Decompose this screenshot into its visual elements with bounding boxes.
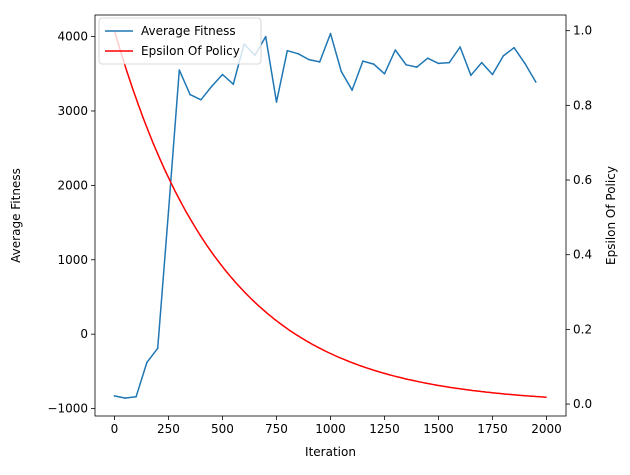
plot-area	[113, 30, 547, 399]
data-point	[189, 93, 191, 96]
y2-tick-label: 0.6	[573, 173, 592, 187]
data-point	[232, 83, 235, 85]
legend-label: Average Fitness	[141, 24, 236, 38]
data-point	[383, 73, 386, 75]
x-tick-label: 250	[157, 422, 180, 436]
data-point	[329, 32, 332, 35]
series-line-average-fitness	[114, 32, 537, 399]
data-point	[221, 73, 224, 76]
y-tick-label: 4000	[57, 30, 88, 44]
x-tick-label: 0	[111, 422, 119, 436]
y2-tick-label: 0.0	[573, 397, 592, 411]
y2-tick-label: 0.4	[573, 248, 592, 262]
y-tick-label: 1000	[57, 253, 88, 267]
data-point	[513, 46, 515, 49]
data-point	[448, 61, 451, 64]
plot-frame	[94, 14, 567, 417]
data-point	[318, 61, 321, 63]
data-point	[426, 57, 429, 59]
data-point	[297, 52, 299, 55]
axes: 0 250 500 750 1000 1250 1500 1750 2000 −1000 0 1000…	[47, 14, 592, 436]
data-point	[524, 62, 526, 65]
y-tick-label: 3000	[57, 104, 88, 118]
data-point	[394, 49, 397, 51]
data-point	[362, 60, 364, 62]
data-point	[502, 55, 505, 57]
data-point	[167, 210, 170, 213]
x-axis-label: Iteration	[305, 445, 356, 459]
data-point	[416, 66, 418, 68]
data-point	[340, 70, 343, 73]
y-tick-label: 0	[80, 327, 88, 341]
y2-axis-label: Epsilon Of Policy	[604, 166, 618, 265]
data-point	[210, 85, 213, 88]
y-tick-label: −1000	[47, 402, 88, 416]
y-axis-label: Average Fitness	[9, 168, 23, 263]
legend-box	[98, 17, 262, 65]
legend-label: Epsilon Of Policy	[141, 44, 240, 58]
data-point	[480, 61, 483, 64]
x-tick-label: 2000	[531, 422, 562, 436]
y2-tick-label: 1.0	[573, 24, 592, 38]
x-tick-label: 1500	[423, 422, 454, 436]
x-tick-label: 1000	[315, 422, 346, 436]
series-line-epsilon-of-policy	[113, 30, 547, 398]
data-point	[124, 397, 126, 399]
data-point	[156, 347, 159, 350]
data-point	[178, 69, 181, 71]
y-tick-label: 2000	[57, 178, 88, 192]
legend: Average Fitness Epsilon Of Policy	[98, 17, 262, 65]
data-point	[437, 62, 440, 65]
data-point	[135, 395, 137, 398]
data-point	[459, 46, 461, 48]
data-point	[372, 63, 375, 65]
data-point	[308, 58, 310, 61]
x-tick-label: 1250	[369, 422, 400, 436]
data-point	[535, 81, 537, 83]
data-point	[200, 99, 202, 101]
y2-tick-label: 0.2	[573, 322, 592, 336]
x-tick-label: 500	[211, 422, 234, 436]
x-tick-label: 750	[265, 422, 288, 436]
x-tick-label: 1750	[477, 422, 508, 436]
data-point	[275, 101, 278, 103]
data-point	[491, 73, 494, 76]
data-point	[286, 49, 289, 52]
data-point	[113, 395, 116, 397]
data-point	[470, 74, 472, 77]
data-point	[351, 89, 353, 91]
data-point	[264, 35, 267, 38]
data-point	[146, 361, 148, 364]
data-point	[405, 64, 407, 66]
y2-tick-label: 0.8	[573, 98, 592, 112]
